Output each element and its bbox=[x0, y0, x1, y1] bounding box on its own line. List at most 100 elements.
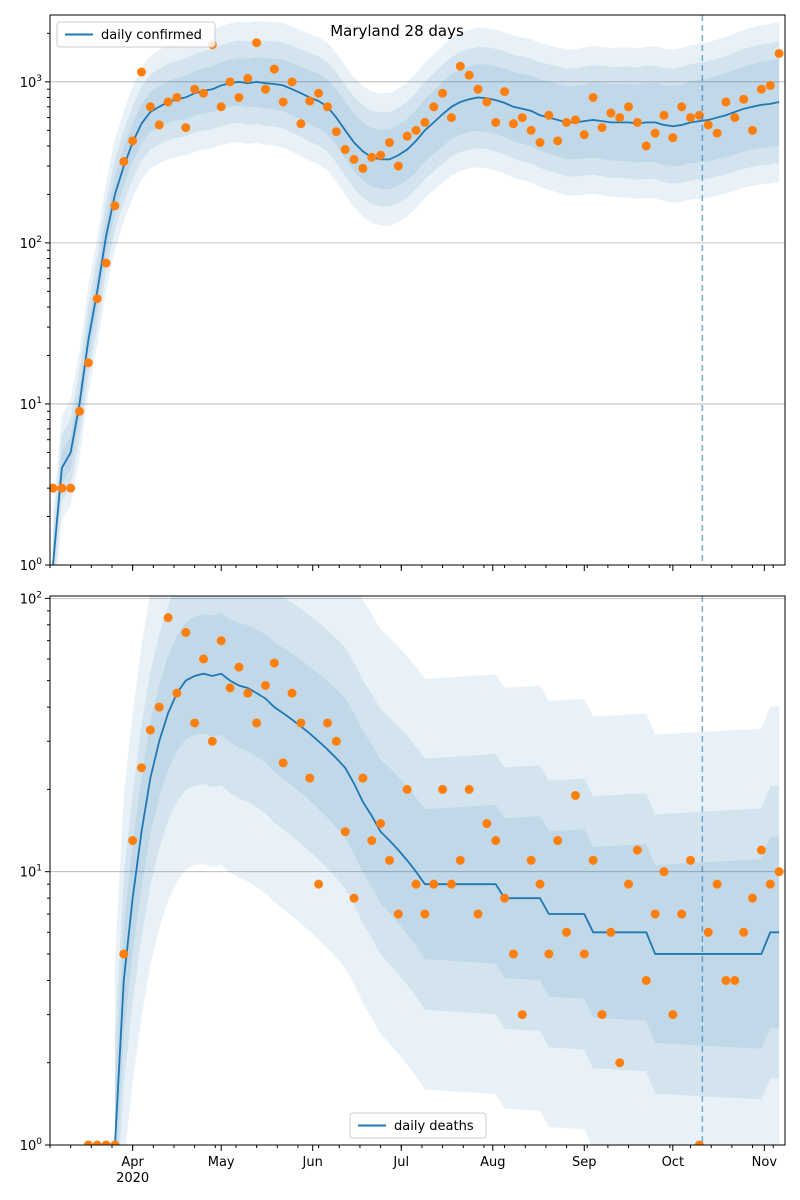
observed-point bbox=[75, 406, 85, 416]
observed-point bbox=[331, 127, 341, 137]
observed-point bbox=[420, 117, 430, 127]
observed-point bbox=[278, 97, 288, 107]
confidence-band bbox=[114, 596, 780, 1145]
observed-point bbox=[641, 141, 651, 151]
observed-point bbox=[252, 718, 262, 728]
observed-point bbox=[243, 688, 253, 698]
observed-point bbox=[438, 784, 448, 794]
observed-point bbox=[482, 97, 492, 107]
observed-point bbox=[632, 117, 642, 127]
observed-point bbox=[393, 909, 403, 919]
y-tick-label: 102 bbox=[20, 590, 42, 607]
y-tick-label: 102 bbox=[20, 235, 42, 252]
observed-point bbox=[446, 879, 456, 889]
observed-point bbox=[544, 949, 554, 959]
observed-point bbox=[668, 133, 678, 143]
observed-point bbox=[597, 1010, 607, 1020]
x-tick-label: Jun bbox=[302, 1155, 323, 1170]
legend-box bbox=[349, 1112, 487, 1139]
observed-point bbox=[712, 879, 722, 889]
observed-point bbox=[145, 102, 155, 112]
observed-point bbox=[137, 763, 147, 773]
observed-point bbox=[198, 654, 208, 664]
observed-point bbox=[464, 784, 474, 794]
legend-label: daily confirmed bbox=[101, 28, 202, 43]
observed-point bbox=[154, 702, 164, 712]
plot-area bbox=[50, 596, 785, 1145]
observed-point bbox=[278, 758, 288, 768]
observed-point bbox=[163, 613, 173, 623]
observed-point bbox=[92, 1140, 102, 1145]
observed-point bbox=[703, 120, 713, 130]
observed-point bbox=[110, 201, 120, 211]
observed-point bbox=[92, 294, 102, 304]
observed-point bbox=[128, 836, 138, 846]
observed-point bbox=[748, 893, 758, 903]
observed-point bbox=[455, 61, 465, 71]
y-tick-label: 103 bbox=[20, 74, 42, 91]
observed-point bbox=[172, 92, 182, 102]
observed-point bbox=[181, 627, 191, 637]
observed-point bbox=[83, 358, 93, 368]
observed-point bbox=[686, 855, 696, 865]
observed-point bbox=[517, 1010, 527, 1020]
observed-point bbox=[730, 975, 740, 985]
observed-point bbox=[535, 879, 545, 889]
observed-point bbox=[703, 927, 713, 937]
observed-point bbox=[606, 108, 616, 118]
observed-point bbox=[535, 138, 545, 148]
observed-point bbox=[756, 845, 766, 855]
observed-point bbox=[606, 927, 616, 937]
observed-point bbox=[83, 1140, 93, 1145]
observed-point bbox=[252, 38, 262, 48]
observed-point bbox=[314, 879, 324, 889]
observed-point bbox=[615, 113, 625, 123]
x-tick-label: Jul bbox=[392, 1155, 409, 1170]
confirmed-panel: 100 101 102 103 daily confirmed bbox=[20, 14, 786, 574]
observed-point bbox=[508, 119, 518, 129]
x-tick-label: Apr bbox=[121, 1155, 144, 1170]
observed-point bbox=[446, 113, 456, 123]
observed-point bbox=[384, 855, 394, 865]
observed-point bbox=[429, 879, 439, 889]
observed-point bbox=[677, 102, 687, 112]
observed-point bbox=[756, 84, 766, 94]
observed-point bbox=[225, 77, 235, 87]
observed-point bbox=[765, 879, 775, 889]
observed-point bbox=[668, 1010, 678, 1020]
observed-point bbox=[438, 88, 448, 98]
observed-point bbox=[349, 893, 359, 903]
observed-point bbox=[774, 48, 784, 58]
observed-point bbox=[367, 836, 377, 846]
observed-point bbox=[260, 680, 270, 690]
observed-point bbox=[562, 927, 572, 937]
observed-point bbox=[526, 855, 536, 865]
observed-point bbox=[322, 102, 332, 112]
observed-point bbox=[473, 84, 483, 94]
deaths-panel: 100 101 102 Apr May Jun Jul Aug Sep Oct Nov 2020 dai… bbox=[20, 590, 786, 1186]
observed-point bbox=[269, 658, 279, 668]
observed-point bbox=[526, 125, 536, 135]
y-tick-label: 100 bbox=[20, 557, 43, 574]
observed-point bbox=[570, 790, 580, 800]
observed-point bbox=[544, 110, 554, 120]
observed-point bbox=[331, 736, 341, 746]
observed-point bbox=[721, 975, 731, 985]
observed-point bbox=[119, 949, 129, 959]
axes-frame bbox=[49, 14, 786, 566]
legend: daily confirmed bbox=[56, 21, 216, 48]
observed-point bbox=[305, 773, 315, 783]
observed-point bbox=[579, 949, 589, 959]
observed-point bbox=[748, 125, 758, 135]
legend: daily deaths bbox=[349, 1112, 487, 1139]
observed-point bbox=[296, 119, 306, 129]
observed-point bbox=[491, 836, 501, 846]
observed-point bbox=[349, 154, 359, 164]
confidence-band bbox=[52, 20, 780, 565]
observed-point bbox=[429, 102, 439, 112]
observed-point bbox=[172, 688, 182, 698]
observed-point bbox=[376, 150, 386, 160]
observed-point bbox=[243, 73, 253, 83]
observed-point bbox=[624, 879, 634, 889]
y-tick-label: 100 bbox=[20, 1137, 43, 1154]
